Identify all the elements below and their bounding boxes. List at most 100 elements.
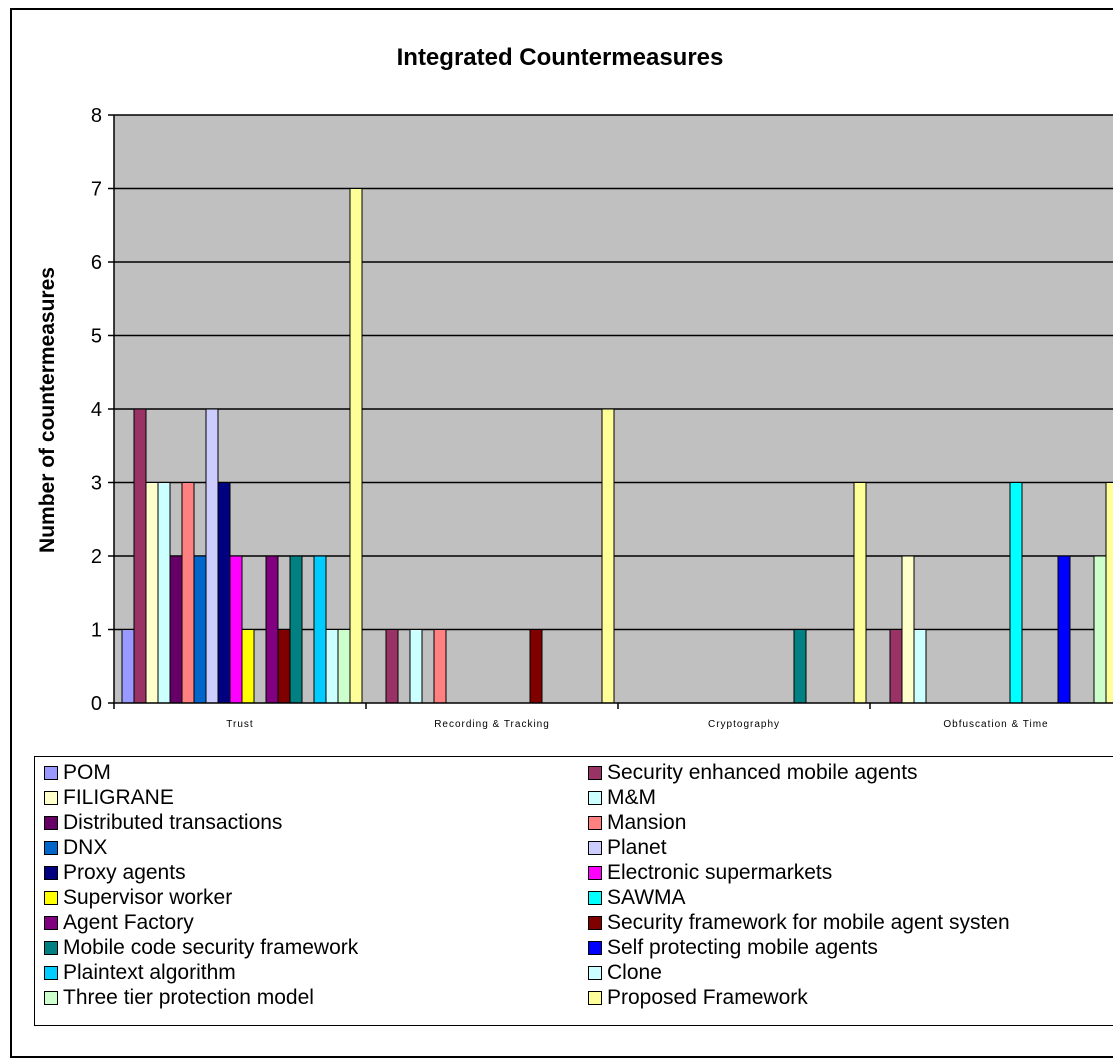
legend-label: Self protecting mobile agents xyxy=(607,936,878,959)
bar xyxy=(241,629,255,704)
legend-item: Mansion xyxy=(588,811,686,835)
bar xyxy=(793,629,807,704)
x-tick-label: Obfuscation & Time xyxy=(943,719,1048,730)
legend-swatch xyxy=(588,866,602,880)
bar xyxy=(349,188,363,704)
legend-swatch xyxy=(588,941,602,955)
legend-swatch xyxy=(588,891,602,905)
bar xyxy=(1057,555,1071,704)
bar xyxy=(1105,482,1113,704)
x-tick-label: Trust xyxy=(226,719,253,730)
legend-swatch xyxy=(588,791,602,805)
legend-swatch xyxy=(44,941,58,955)
legend-swatch xyxy=(588,966,602,980)
bar xyxy=(121,629,135,704)
legend-label: Proposed Framework xyxy=(607,986,808,1009)
legend-label: DNX xyxy=(63,836,108,859)
legend-label: Clone xyxy=(607,961,662,984)
legend-label: FILIGRANE xyxy=(63,786,174,809)
legend-item: Electronic supermarkets xyxy=(588,861,832,885)
legend-label: POM xyxy=(63,761,111,784)
legend-swatch xyxy=(588,916,602,930)
bar xyxy=(433,629,447,704)
bar xyxy=(229,555,243,704)
legend-swatch xyxy=(44,891,58,905)
bar xyxy=(133,408,147,704)
bar xyxy=(601,408,615,704)
legend: POM Security enhanced mobile agents FILIGR… xyxy=(34,756,1113,1026)
legend-item: Planet xyxy=(588,836,667,860)
bar xyxy=(325,629,339,704)
y-tick-label: 5 xyxy=(91,326,102,348)
legend-swatch xyxy=(44,816,58,830)
legend-item: Agent Factory xyxy=(44,911,194,935)
legend-swatch xyxy=(588,816,602,830)
legend-item: DNX xyxy=(44,836,107,860)
bar xyxy=(1009,482,1023,704)
legend-item: SAWMA xyxy=(588,886,686,910)
legend-swatch xyxy=(588,766,602,780)
y-tick-label: 4 xyxy=(91,399,102,421)
y-tick-label: 3 xyxy=(91,473,102,495)
bar xyxy=(337,629,351,704)
y-tick-label: 1 xyxy=(91,620,102,642)
bar xyxy=(169,555,183,704)
bar xyxy=(313,555,327,704)
legend-label: Planet xyxy=(607,836,667,859)
bar xyxy=(529,629,543,704)
legend-label: Agent Factory xyxy=(63,911,194,934)
bar xyxy=(1093,555,1107,704)
legend-item: Supervisor worker xyxy=(44,886,232,910)
legend-swatch xyxy=(588,841,602,855)
legend-swatch xyxy=(44,916,58,930)
legend-item: Clone xyxy=(588,961,662,985)
legend-item: Three tier protection model xyxy=(44,986,314,1010)
bar xyxy=(157,482,171,704)
legend-label: Plaintext algorithm xyxy=(63,961,236,984)
bar xyxy=(289,555,303,704)
y-tick-label: 8 xyxy=(91,105,102,127)
legend-swatch xyxy=(588,991,602,1005)
legend-item: FILIGRANE xyxy=(44,786,174,810)
legend-swatch xyxy=(44,966,58,980)
y-tick-label: 6 xyxy=(91,252,102,274)
legend-label: Three tier protection model xyxy=(63,986,314,1009)
bar xyxy=(277,629,291,704)
legend-label: Security framework for mobile agent syst… xyxy=(607,911,1010,934)
legend-swatch xyxy=(44,766,58,780)
bar xyxy=(889,629,903,704)
legend-item: M&M xyxy=(588,786,656,810)
bar xyxy=(181,482,195,704)
x-tick-label: Recording & Tracking xyxy=(434,719,550,730)
bar xyxy=(385,629,399,704)
legend-item: Security framework for mobile agent syst… xyxy=(588,911,1010,935)
legend-item: Self protecting mobile agents xyxy=(588,936,878,960)
y-tick-label: 2 xyxy=(91,546,102,568)
bar xyxy=(901,555,915,704)
legend-item: Proxy agents xyxy=(44,861,186,885)
y-tick-label: 0 xyxy=(91,693,102,715)
legend-label: Security enhanced mobile agents xyxy=(607,761,918,784)
bar xyxy=(913,629,927,704)
bar xyxy=(217,482,231,704)
bar xyxy=(205,408,219,704)
bar xyxy=(409,629,423,704)
legend-label: Supervisor worker xyxy=(63,886,233,909)
legend-label: Mansion xyxy=(607,811,687,834)
legend-item: POM xyxy=(44,761,111,785)
legend-label: M&M xyxy=(607,786,656,809)
legend-swatch xyxy=(44,791,58,805)
bar xyxy=(193,555,207,704)
y-tick-label: 7 xyxy=(91,179,102,201)
legend-item: Security enhanced mobile agents xyxy=(588,761,918,785)
bar xyxy=(265,555,279,704)
legend-label: SAWMA xyxy=(607,886,686,909)
bar xyxy=(853,482,867,704)
legend-item: Distributed transactions xyxy=(44,811,282,835)
legend-label: Distributed transactions xyxy=(63,811,283,834)
legend-item: Proposed Framework xyxy=(588,986,808,1010)
legend-label: Mobile code security framework xyxy=(63,936,359,959)
x-tick-label: Cryptography xyxy=(708,719,780,730)
legend-label: Electronic supermarkets xyxy=(607,861,833,884)
